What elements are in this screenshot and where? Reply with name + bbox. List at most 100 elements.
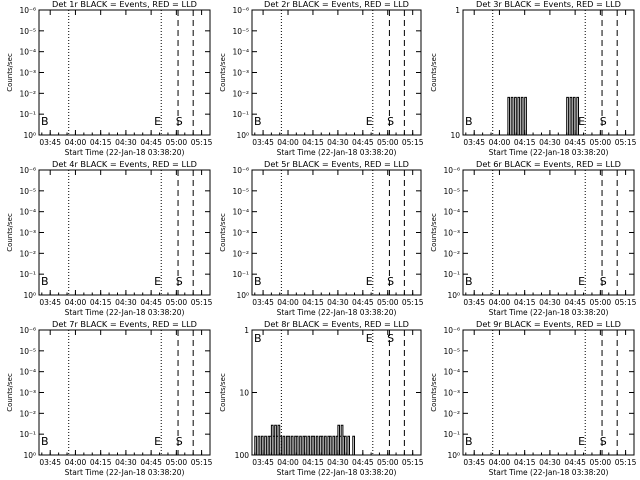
y-tick-label: 10⁻⁶ (232, 166, 249, 175)
x-tick-label: 05:15 (402, 458, 424, 467)
y-tick-label: 10⁻⁴ (19, 48, 36, 57)
flare-marker-S: S (600, 115, 607, 128)
x-tick-label: 04:15 (302, 298, 324, 307)
y-tick-label: 10⁻¹ (19, 270, 36, 279)
y-tick-label: 10⁻⁶ (19, 326, 36, 335)
y-axis-label: Counts/sec (6, 213, 14, 252)
y-tick-label: 10 (239, 389, 249, 398)
y-tick-label: 10⁻⁵ (19, 187, 36, 196)
x-tick-label: 04:45 (564, 458, 586, 467)
y-axis-label: Counts/sec (219, 373, 227, 412)
x-tick-label: 05:00 (590, 138, 612, 147)
chart-title: Det 3r BLACK = Events, RED = LLD (476, 0, 621, 9)
x-tick-label: 04:15 (90, 298, 112, 307)
y-tick-label: 10⁻⁶ (443, 166, 460, 175)
x-axis-label: Start Time (22-Jan-18 03:38:20) (277, 148, 397, 157)
plot-frame (462, 9, 635, 136)
flare-marker-S: S (387, 275, 394, 288)
y-tick-label: 10⁻¹ (232, 110, 249, 119)
y-tick-label: 10⁻¹ (443, 430, 460, 439)
chart-title: Det 8r BLACK = Events, RED = LLD (264, 319, 409, 329)
x-tick-label: 04:30 (539, 298, 561, 307)
x-tick-label: 03:45 (39, 458, 61, 467)
x-tick-label: 04:15 (514, 458, 536, 467)
flare-marker-S: S (600, 435, 607, 448)
chart-title: Det 5r BLACK = Events, RED = LLD (264, 159, 409, 169)
y-tick-label: 10⁻⁶ (443, 326, 460, 335)
y-axis-label: Counts/sec (430, 53, 438, 92)
y-axis-label: Counts/sec (219, 213, 227, 252)
x-tick-label: 04:45 (140, 138, 162, 147)
x-tick-label: 05:15 (191, 298, 213, 307)
y-tick-label: 10⁻¹ (232, 270, 249, 279)
x-tick-label: 05:00 (166, 458, 188, 467)
y-tick-label: 10⁻² (19, 249, 36, 258)
flare-marker-E: E (366, 275, 373, 288)
chart-panel-9r: Det 9r BLACK = Events, RED = LLD Counts/s… (430, 319, 637, 477)
y-axis-label: Counts/sec (219, 53, 227, 92)
y-tick-label: 10⁻⁶ (19, 166, 36, 175)
x-axis-label: Start Time (22-Jan-18 03:38:20) (489, 308, 609, 317)
y-tick-label: 10⁻⁴ (19, 208, 36, 217)
events-series-line (507, 96, 581, 136)
x-tick-label: 04:30 (539, 138, 561, 147)
x-tick-label: 04:45 (352, 458, 374, 467)
flare-marker-B: B (41, 115, 49, 128)
plot-frame (251, 169, 422, 296)
y-tick-label: 10⁰ (447, 451, 460, 460)
x-tick-label: 05:00 (166, 298, 188, 307)
y-tick-label: 10⁰ (447, 291, 460, 300)
flare-marker-B: B (254, 275, 262, 288)
events-series-line (251, 424, 357, 456)
y-tick-label: 10⁻⁵ (443, 187, 460, 196)
x-tick-label: 05:00 (377, 138, 399, 147)
x-tick-label: 04:00 (65, 298, 87, 307)
chart-panel-7r: Det 7r BLACK = Events, RED = LLD Counts/s… (6, 319, 213, 477)
x-tick-label: 05:15 (402, 138, 424, 147)
flare-marker-E: E (366, 115, 373, 128)
flare-marker-B: B (465, 275, 473, 288)
y-tick-label: 10⁻² (232, 249, 249, 258)
x-tick-label: 05:00 (590, 458, 612, 467)
y-tick-label: 10⁻³ (443, 229, 460, 238)
y-tick-label: 10⁰ (23, 131, 36, 140)
x-tick-label: 05:15 (615, 458, 637, 467)
flare-marker-S: S (176, 435, 183, 448)
chart-title: Det 2r BLACK = Events, RED = LLD (264, 0, 409, 9)
x-axis-label: Start Time (22-Jan-18 03:38:20) (277, 468, 397, 477)
chart-panel-1r: Det 1r BLACK = Events, RED = LLD Counts/s… (6, 0, 213, 157)
x-tick-label: 04:15 (302, 138, 324, 147)
flare-marker-E: E (578, 275, 585, 288)
x-tick-label: 04:45 (564, 298, 586, 307)
y-tick-label: 1 (455, 6, 460, 15)
chart-title: Det 4r BLACK = Events, RED = LLD (52, 159, 197, 169)
x-tick-label: 04:15 (514, 298, 536, 307)
x-tick-label: 04:00 (65, 458, 87, 467)
y-tick-label: 100 (235, 451, 250, 460)
flare-marker-B: B (465, 435, 473, 448)
flare-marker-B: B (254, 115, 262, 128)
y-tick-label: 10⁻⁴ (19, 368, 36, 377)
x-axis-label: Start Time (22-Jan-18 03:38:20) (277, 308, 397, 317)
y-axis-label: Counts/sec (6, 53, 14, 92)
y-tick-label: 10⁰ (236, 291, 249, 300)
y-tick-label: 10⁻³ (19, 69, 36, 78)
y-axis-label: Counts/sec (430, 213, 438, 252)
plot-frame (38, 9, 211, 136)
flare-marker-E: E (154, 115, 161, 128)
chart-panel-2r: Det 2r BLACK = Events, RED = LLD Counts/s… (219, 0, 424, 157)
y-tick-label: 1 (244, 326, 249, 335)
flare-marker-S: S (176, 115, 183, 128)
x-tick-label: 04:15 (90, 138, 112, 147)
flare-marker-S: S (600, 275, 607, 288)
x-tick-label: 04:00 (277, 458, 299, 467)
x-tick-label: 04:00 (489, 298, 511, 307)
flare-marker-B: B (254, 332, 262, 345)
x-axis-label: Start Time (22-Jan-18 03:38:20) (489, 468, 609, 477)
x-tick-label: 04:30 (115, 458, 137, 467)
y-tick-label: 10⁻¹ (443, 270, 460, 279)
x-tick-label: 04:30 (327, 458, 349, 467)
x-tick-label: 04:00 (277, 298, 299, 307)
x-tick-label: 05:00 (166, 138, 188, 147)
